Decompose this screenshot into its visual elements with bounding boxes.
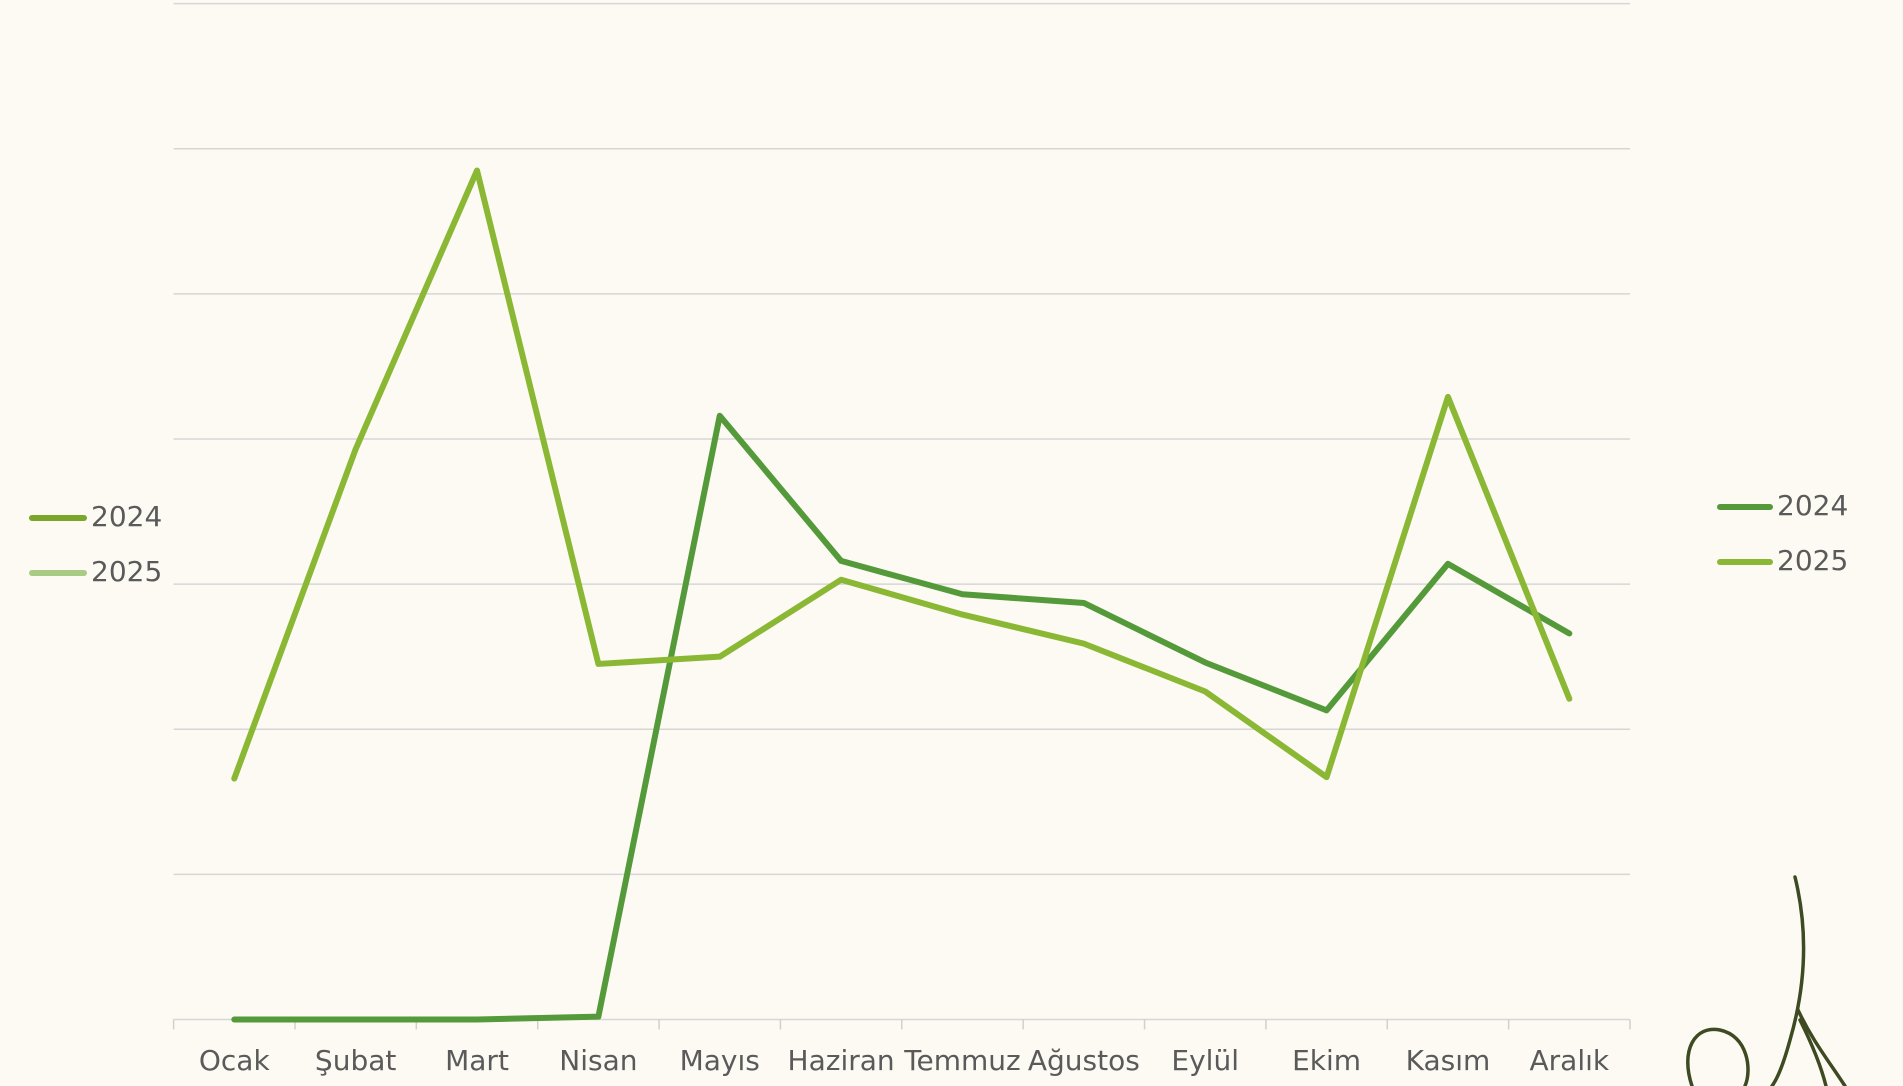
legend-label: 2024 — [91, 500, 162, 533]
x-tick-label: Haziran — [788, 1044, 895, 1077]
x-tick-label: Temmuz — [903, 1044, 1021, 1077]
legend-label: 2024 — [1777, 489, 1848, 522]
x-tick-label: Nisan — [559, 1044, 637, 1077]
legend-label: 2025 — [91, 555, 162, 588]
x-tick-label: Ağustos — [1028, 1044, 1140, 1077]
line-series — [231, 167, 1573, 782]
x-tick-label: Mart — [445, 1044, 509, 1077]
x-tick-label: Ocak — [199, 1044, 271, 1077]
x-tick-label: Şubat — [315, 1044, 396, 1077]
x-tick-label: Kasım — [1406, 1044, 1491, 1077]
x-tick-label: Ekim — [1292, 1044, 1361, 1077]
legend-label: 2025 — [1777, 544, 1848, 577]
line-series — [231, 412, 1573, 1023]
x-tick-label: Eylül — [1171, 1044, 1239, 1077]
x-tick-label: Mayıs — [680, 1044, 760, 1077]
x-tick-label: Aralık — [1530, 1044, 1610, 1077]
plant-decoration — [1686, 875, 1847, 1086]
